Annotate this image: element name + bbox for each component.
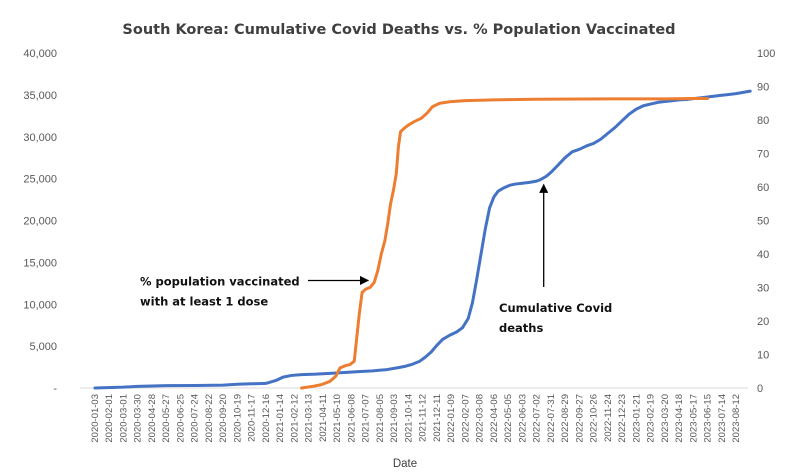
y-left-tick-label: 40,000: [23, 48, 57, 60]
y-left-tick-label: -: [53, 383, 57, 395]
series-layer: [93, 89, 752, 390]
x-tick-label: 2023-07-14: [717, 394, 728, 443]
y-left-tick-label: 30,000: [23, 132, 57, 144]
x-tick-label: 2021-08-05: [375, 394, 386, 443]
deaths-line: [93, 89, 752, 390]
x-tick-label: 2022-10-26: [589, 394, 600, 443]
x-tick-label: 2022-05-05: [503, 394, 514, 443]
y-right-tick-label: 60: [757, 182, 769, 194]
y-left-tick-label: 5,000: [29, 341, 57, 353]
x-tick-label: 2021-09-03: [389, 394, 400, 443]
x-tick-label: 2020-03-01: [118, 394, 129, 443]
y-left-tick-label: 10,000: [23, 299, 57, 311]
x-tick-label: 2022-06-03: [517, 394, 528, 443]
x-tick-label: 2020-11-17: [247, 394, 258, 442]
y-left-tick-label: 35,000: [23, 90, 57, 102]
deaths-annotation: Cumulative Covid deaths: [499, 301, 612, 335]
y-right-tick-label: 30: [757, 283, 769, 295]
x-tick-label: 2023-08-12: [731, 394, 742, 443]
x-tick-label: 2023-06-15: [703, 394, 714, 443]
x-tick-label: 2021-10-14: [403, 394, 414, 443]
vaccinated-annotation-line: with at least 1 dose: [140, 294, 268, 308]
x-tick-label: 2022-03-08: [475, 394, 486, 443]
x-tick-label: 2021-12-11: [432, 394, 443, 442]
y-left-tick-label: 15,000: [23, 257, 57, 269]
x-tick-label: 2021-04-11: [318, 394, 329, 442]
x-tick-label: 2021-06-08: [346, 394, 357, 443]
left-y-axis: - 5,000 10,000 15,000 20,000 25,000 30,000 35,0…: [23, 48, 57, 395]
x-tick-label: 2022-08-29: [560, 394, 571, 443]
y-right-tick-label: 90: [757, 82, 769, 94]
x-tick-label: 2021-03-13: [304, 394, 315, 443]
y-right-tick-label: 50: [757, 216, 769, 228]
y-right-tick-label: 10: [757, 350, 769, 362]
x-tick-label: 2020-04-28: [147, 394, 158, 443]
x-tick-label: 2020-03-30: [133, 394, 144, 443]
deaths-annotation-line: Cumulative Covid: [499, 301, 612, 315]
x-tick-label: 2022-09-27: [574, 394, 585, 443]
x-tick-label: 2022-04-06: [489, 394, 500, 443]
x-tick-label: 2022-07-31: [546, 394, 557, 443]
x-axis-title: Date: [393, 458, 417, 470]
y-right-tick-label: 40: [757, 249, 769, 261]
y-right-tick-label: 80: [757, 115, 769, 127]
vaccinated-annotation: % population vaccinated with at least 1 d…: [140, 274, 300, 308]
x-tick-label: 2022-11-24: [603, 394, 614, 442]
y-left-tick-label: 25,000: [23, 174, 57, 186]
y-right-tick-label: 70: [757, 149, 769, 161]
annotations: % population vaccinated with at least 1 d…: [140, 183, 612, 335]
x-tick-label: 2022-12-23: [617, 394, 628, 443]
x-tick-label: 2023-02-19: [646, 394, 657, 443]
x-tick-label: 2020-02-01: [104, 394, 115, 443]
x-tick-label: 2020-05-27: [161, 394, 172, 443]
x-axis: 2020-01-03 2020-02-01 2020-03-01 2020-03-30…: [90, 394, 742, 443]
x-tick-label: 2021-01-14: [275, 394, 286, 443]
x-tick-label: 2020-01-03: [90, 394, 101, 443]
x-tick-label: 2023-04-18: [674, 394, 685, 443]
x-tick-label: 2020-10-19: [232, 394, 243, 443]
y-left-tick-label: 20,000: [23, 216, 57, 228]
x-tick-label: 2022-01-09: [446, 394, 457, 443]
x-tick-label: 2020-07-24: [190, 394, 201, 443]
y-right-tick-label: 20: [757, 316, 769, 328]
x-tick-label: 2021-11-12: [418, 394, 429, 442]
x-tick-label: 2020-09-20: [218, 394, 229, 443]
y-right-tick-label: 0: [757, 383, 763, 395]
x-tick-label: 2023-05-17: [688, 394, 699, 443]
x-tick-label: 2023-03-20: [660, 394, 671, 443]
x-tick-label: 2021-07-07: [361, 394, 372, 443]
x-tick-label: 2020-08-22: [204, 394, 215, 443]
x-tick-label: 2021-05-10: [332, 394, 343, 443]
right-y-axis: 0 10 20 30 40 50 60 70 80 90 100: [757, 48, 775, 395]
vaccinated-annotation-line: % population vaccinated: [140, 274, 300, 288]
chart-title: South Korea: Cumulative Covid Deaths vs.…: [122, 22, 675, 38]
y-right-tick-label: 100: [757, 48, 775, 60]
x-tick-label: 2022-02-07: [460, 394, 471, 443]
x-tick-label: 2020-06-25: [175, 394, 186, 443]
x-tick-label: 2021-02-12: [289, 394, 300, 443]
deaths-annotation-line: deaths: [499, 321, 543, 335]
x-tick-label: 2022-07-02: [532, 394, 543, 443]
x-tick-label: 2020-12-16: [261, 394, 272, 443]
vaccinated-line: [300, 97, 710, 390]
x-tick-label: 2023-01-21: [631, 394, 642, 443]
